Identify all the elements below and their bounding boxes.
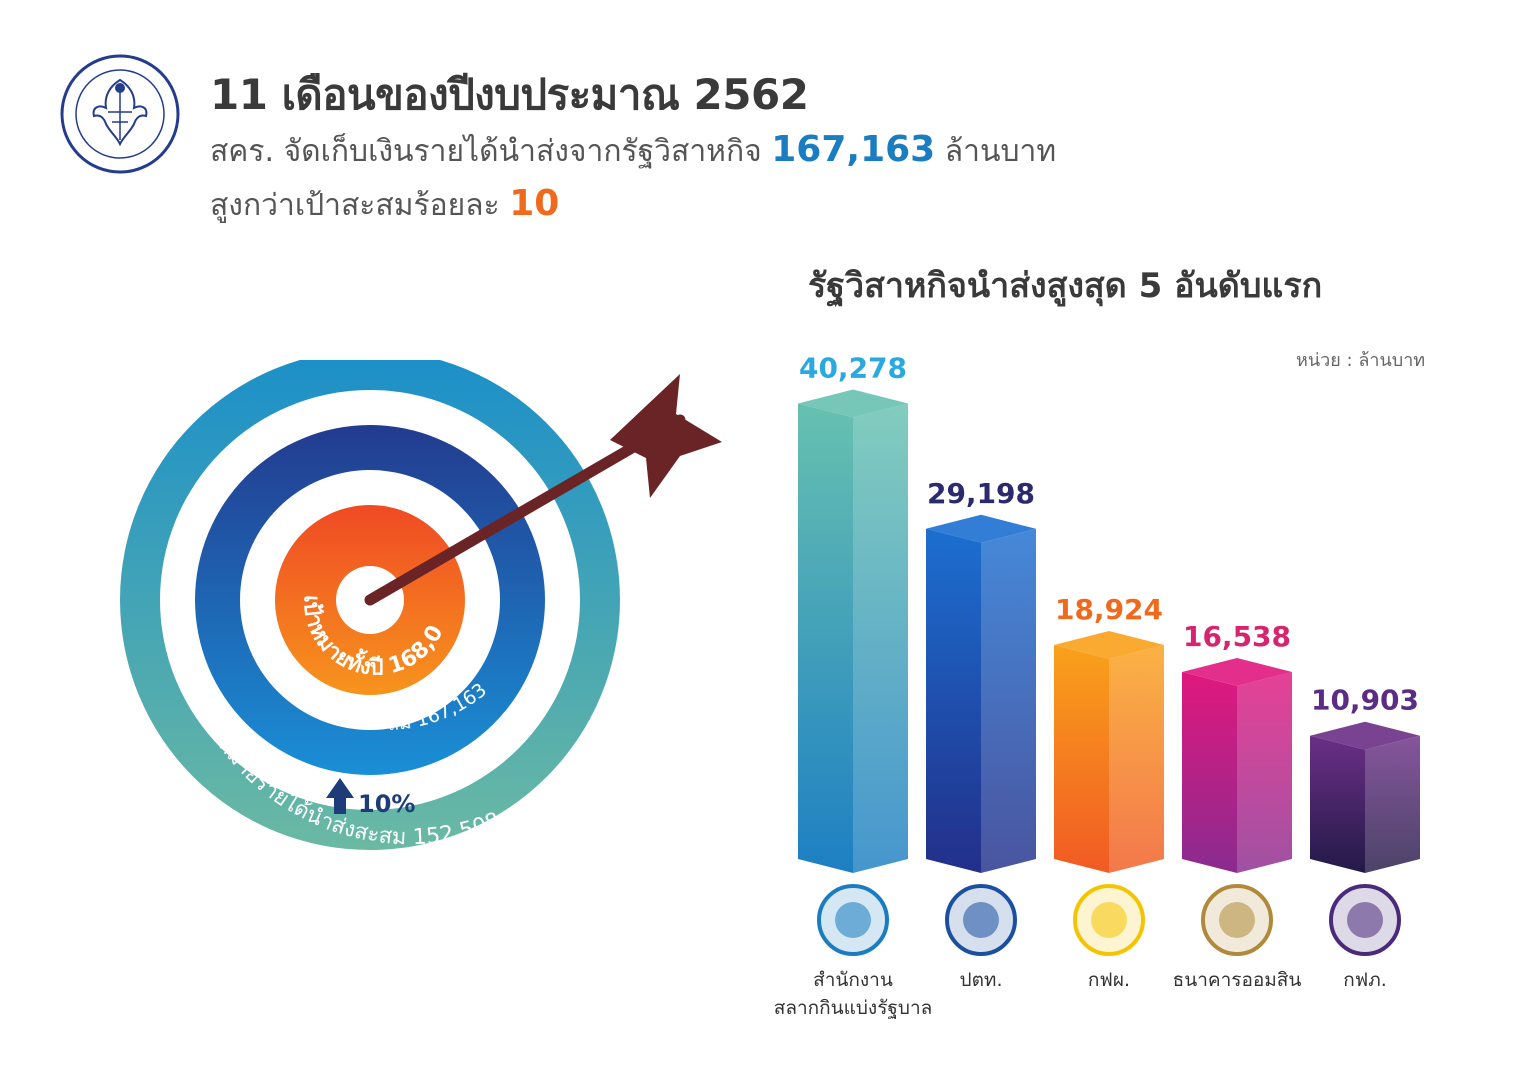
category-label-egat: กฟผ. xyxy=(1087,969,1131,991)
dart-arrow-icon xyxy=(364,374,722,606)
page-title: 11 เดือนของปีงบประมาณ 2562 xyxy=(210,70,809,119)
revenue-total-value: 167,163 xyxy=(771,129,936,170)
egat-logo-icon xyxy=(1069,880,1149,960)
summary-line-percent-prefix: สูงกว่าเป้าสะสมร้อยละ xyxy=(210,188,500,223)
glo-logo-icon xyxy=(813,880,893,960)
summary-line-revenue-unit: ล้านบาท xyxy=(944,134,1057,169)
summary-line-revenue: สคร. จัดเก็บเงินรายได้นำส่งจากรัฐวิสาหกิ… xyxy=(210,128,1056,175)
category-label-gsb: ธนาคารออมสิน xyxy=(1172,969,1302,991)
value-label-gsb: 16,538 xyxy=(1183,620,1291,653)
value-label-glo: 40,278 xyxy=(799,351,907,384)
value-label-pea: 10,903 xyxy=(1311,684,1419,717)
value-label-ptt: 29,198 xyxy=(927,477,1035,510)
bar-glo xyxy=(798,389,908,873)
target-diagram: เป้าหมายทั้งปี 168,000 เงินนำส่งรายได้สะ… xyxy=(90,360,722,850)
category-label-ptt: ปตท. xyxy=(959,969,1003,991)
gsb-logo-icon xyxy=(1197,880,1277,960)
category-label-pea: กฟภ. xyxy=(1343,969,1387,991)
chart-unit-label: หน่วย : ล้านบาท xyxy=(1296,350,1426,371)
percent-above-target-value: 10 xyxy=(509,183,560,224)
bar-gsb xyxy=(1182,657,1292,873)
top5-bar-chart: 40,278 29,198 18,924 16,538 10,903 xyxy=(798,351,1420,873)
bar-pea xyxy=(1310,721,1420,873)
ptt-logo-icon xyxy=(941,880,1021,960)
sepo-seal-logo xyxy=(60,54,180,174)
increase-percent-label: 10% xyxy=(358,790,415,818)
pea-logo-icon xyxy=(1325,880,1405,960)
chart-title: รัฐวิสาหกิจนำส่งสูงสุด 5 อันดับแรก xyxy=(808,266,1323,306)
bar-egat xyxy=(1054,630,1164,873)
summary-line-percent: สูงกว่าเป้าสะสมร้อยละ 10 xyxy=(210,182,559,229)
bar-ptt xyxy=(926,514,1036,873)
category-label-glo: สำนักงาน สลากกินแบ่งรัฐบาล xyxy=(773,969,933,1019)
summary-line-revenue-prefix: สคร. จัดเก็บเงินรายได้นำส่งจากรัฐวิสาหกิ… xyxy=(210,134,762,169)
value-label-egat: 18,924 xyxy=(1055,593,1163,626)
increase-arrow-icon xyxy=(326,778,354,814)
